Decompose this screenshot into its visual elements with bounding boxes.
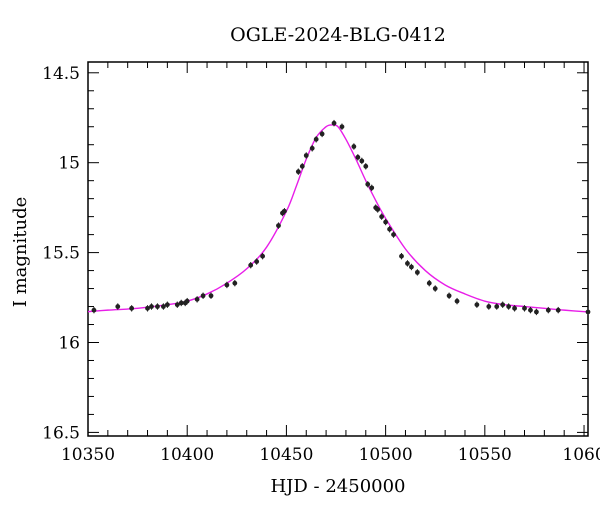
data-point bbox=[260, 253, 266, 259]
data-point bbox=[232, 280, 238, 286]
data-point bbox=[399, 253, 404, 259]
y-tick-label: 16 bbox=[58, 334, 80, 354]
data-point bbox=[500, 302, 506, 308]
data-point bbox=[585, 309, 591, 315]
data-point bbox=[528, 307, 533, 313]
data-point bbox=[184, 298, 190, 304]
data-point bbox=[91, 307, 97, 313]
data-point bbox=[145, 305, 150, 311]
data-point bbox=[387, 226, 392, 232]
data-point bbox=[369, 185, 375, 191]
data-point bbox=[363, 163, 369, 169]
y-tick-label: 15 bbox=[58, 154, 80, 174]
data-point bbox=[454, 298, 460, 304]
data-point bbox=[383, 219, 389, 225]
data-point bbox=[254, 259, 260, 264]
data-point bbox=[522, 305, 527, 311]
data-point bbox=[309, 145, 315, 151]
data-point bbox=[409, 264, 414, 270]
data-point bbox=[303, 153, 309, 158]
data-point bbox=[331, 120, 337, 126]
data-point bbox=[313, 136, 319, 142]
tick-labels: 10350 10400 10450 10500 10550 1060 14.5 15 15.5 1… bbox=[42, 64, 600, 465]
x-tick-label: 10400 bbox=[160, 445, 214, 465]
data-point bbox=[414, 269, 420, 275]
data-point bbox=[178, 300, 184, 306]
x-tick-label: 1060 bbox=[562, 445, 600, 465]
data-point bbox=[194, 296, 200, 302]
y-axis-label: I magnitude bbox=[10, 197, 31, 308]
data-point bbox=[295, 169, 301, 175]
y-tick-label: 16.5 bbox=[42, 423, 80, 443]
data-point bbox=[555, 307, 561, 313]
plot-border bbox=[87, 61, 589, 437]
data-point bbox=[545, 307, 551, 313]
data-point bbox=[149, 304, 154, 309]
data-point bbox=[339, 124, 345, 130]
data-point bbox=[299, 163, 305, 169]
data-point bbox=[474, 302, 480, 308]
data-point bbox=[155, 304, 160, 309]
chart-title: OGLE-2024-BLG-0412 bbox=[230, 24, 446, 46]
data-points-group bbox=[91, 119, 591, 316]
data-point bbox=[276, 223, 281, 229]
y-tick-label: 15.5 bbox=[42, 244, 80, 264]
data-point bbox=[200, 293, 206, 299]
x-tick-label: 10500 bbox=[359, 445, 413, 465]
data-point bbox=[506, 304, 512, 309]
data-point bbox=[160, 304, 166, 309]
data-point bbox=[405, 260, 410, 266]
data-point bbox=[164, 302, 170, 308]
data-point bbox=[426, 280, 432, 286]
data-point bbox=[351, 144, 357, 149]
data-point bbox=[319, 131, 325, 137]
data-point bbox=[375, 207, 381, 212]
y-tick-label: 14.5 bbox=[42, 64, 80, 84]
data-point bbox=[391, 232, 396, 238]
data-point bbox=[379, 214, 385, 220]
model-curve bbox=[88, 124, 588, 313]
x-axis-label: HJD - 2450000 bbox=[270, 476, 405, 497]
data-point bbox=[359, 158, 365, 164]
data-point bbox=[282, 208, 287, 214]
data-point bbox=[432, 286, 438, 291]
data-point bbox=[129, 305, 135, 311]
data-point bbox=[365, 181, 371, 187]
data-point bbox=[208, 293, 214, 299]
data-point bbox=[486, 304, 492, 309]
x-tick-label: 10550 bbox=[458, 445, 512, 465]
data-point bbox=[174, 302, 180, 308]
plot-frame bbox=[87, 61, 589, 437]
x-tick-label: 10450 bbox=[259, 445, 313, 465]
data-point bbox=[224, 282, 230, 288]
x-tick-label: 10350 bbox=[61, 445, 115, 465]
data-point bbox=[534, 309, 539, 315]
data-point bbox=[248, 262, 254, 268]
axis-ticks bbox=[87, 62, 588, 436]
data-point bbox=[115, 304, 121, 309]
data-point bbox=[494, 304, 500, 309]
data-point bbox=[355, 154, 361, 160]
data-point bbox=[512, 305, 517, 311]
model-curve-group bbox=[88, 124, 588, 313]
data-point bbox=[446, 293, 452, 299]
